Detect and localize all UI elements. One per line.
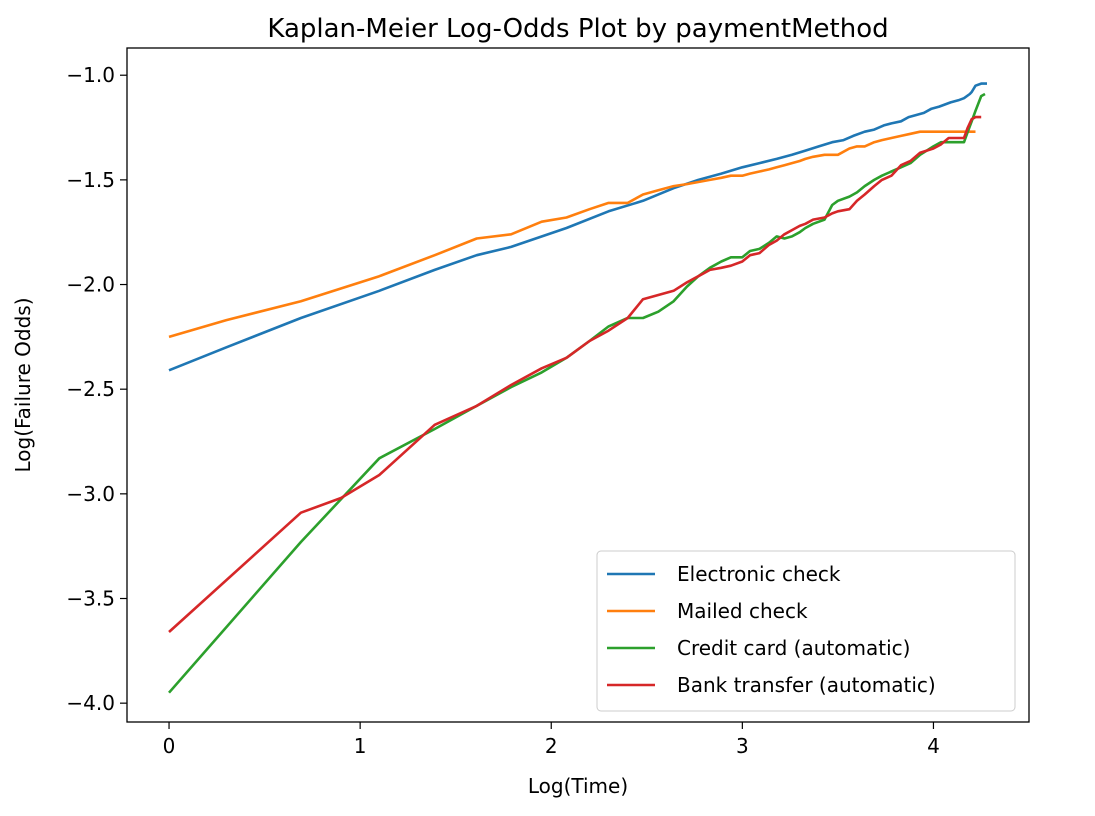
x-tick-label: 3	[736, 734, 749, 758]
legend-label-1: Mailed check	[677, 599, 808, 623]
legend: Electronic check Mailed check Credit card …	[596, 550, 1016, 712]
series-line-3	[168, 115, 982, 633]
y-tick-label: −4.0	[66, 691, 115, 715]
x-tick-label: 2	[545, 734, 558, 758]
x-axis-label: Log(Time)	[528, 774, 628, 798]
x-tick-label: 1	[354, 734, 367, 758]
legend-label-2: Credit card (automatic)	[677, 636, 910, 660]
legend-box	[596, 550, 1016, 712]
x-tick-label: 4	[927, 734, 940, 758]
legend-label-3: Bank transfer (automatic)	[677, 673, 936, 697]
y-axis: −1.0 −1.5 −2.0 −2.5 −3.0 −3.5 −4.0	[66, 63, 127, 715]
plot-frame	[126, 47, 1030, 723]
plot-lines	[168, 82, 987, 694]
legend-label-0: Electronic check	[677, 562, 841, 586]
y-tick-label: −1.5	[66, 168, 115, 192]
series-line-0	[168, 82, 987, 372]
x-axis: 0 1 2 3 4	[163, 722, 940, 758]
y-axis-label: Log(Failure Odds)	[11, 297, 35, 472]
series-line-1	[168, 130, 976, 339]
y-tick-label: −3.0	[66, 482, 115, 506]
chart-title: Kaplan-Meier Log-Odds Plot by paymentMet…	[267, 14, 888, 44]
y-tick-label: −2.0	[66, 273, 115, 297]
y-tick-label: −2.5	[66, 377, 115, 401]
x-tick-label: 0	[163, 734, 176, 758]
y-tick-label: −1.0	[66, 63, 115, 87]
y-tick-label: −3.5	[66, 587, 115, 611]
